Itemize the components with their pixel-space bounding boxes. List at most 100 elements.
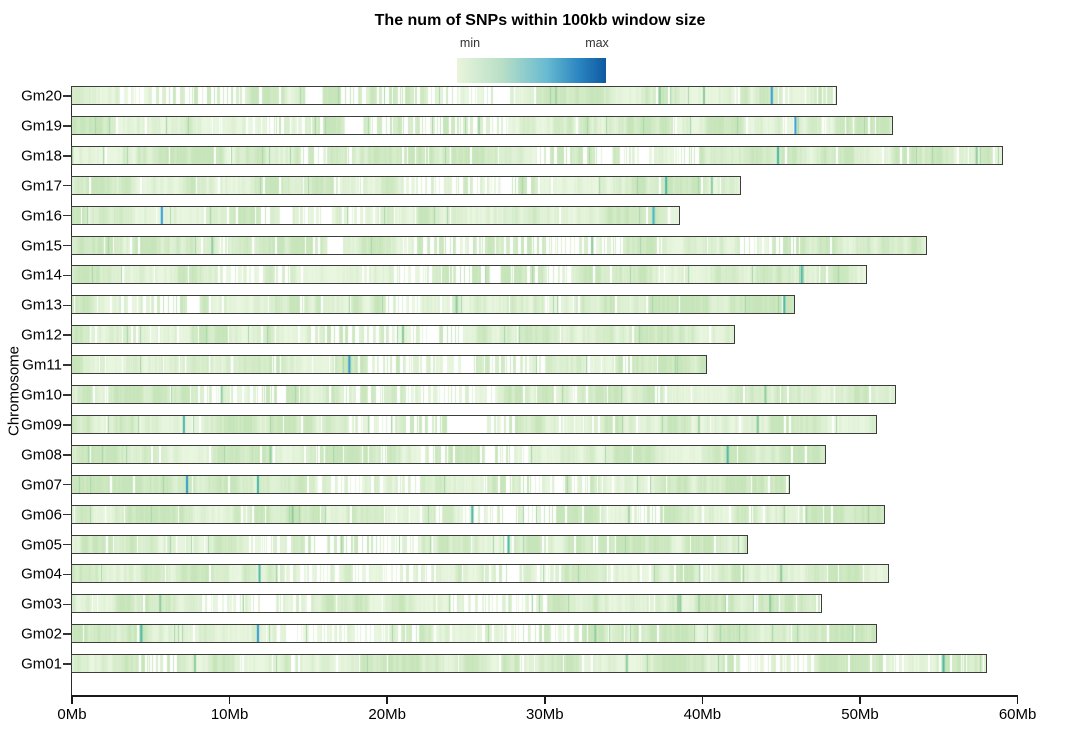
snp-density-track-gm11 (72, 356, 706, 374)
chromosome-bar-gm18 (71, 145, 1003, 165)
snp-density-track-gm03 (72, 595, 821, 613)
chromosome-label-gm10: Gm10 (21, 386, 62, 404)
x-tick (1016, 697, 1019, 704)
y-tick (62, 573, 71, 576)
x-tick (228, 697, 231, 704)
chromosome-label-gm01: Gm01 (21, 655, 62, 673)
y-tick (62, 364, 71, 366)
y-tick (62, 304, 71, 307)
y-tick (62, 424, 71, 426)
y-tick (62, 633, 71, 635)
x-tick (544, 697, 546, 704)
x-tick-label-50mb: 50Mb (841, 706, 879, 723)
x-tick (701, 697, 704, 704)
y-tick (62, 155, 71, 157)
snp-density-track-gm19 (72, 116, 892, 134)
y-tick (62, 483, 71, 486)
snp-density-track-gm14 (72, 266, 866, 284)
chromosome-bar-gm03 (71, 594, 822, 614)
chromosome-label-gm14: Gm14 (21, 266, 62, 284)
chromosome-bar-gm15 (71, 235, 927, 255)
snp-density-track-gm16 (72, 206, 679, 224)
chromosome-label-gm07: Gm07 (21, 476, 62, 494)
x-axis-line (71, 695, 1018, 697)
chromosome-label-gm11: Gm11 (22, 356, 62, 374)
chromosome-label-gm13: Gm13 (21, 296, 62, 314)
chromosome-label-gm09: Gm09 (21, 416, 62, 434)
y-tick (62, 334, 71, 336)
chromosome-bar-gm19 (71, 115, 893, 135)
x-tick (71, 697, 73, 704)
chromosome-label-gm17: Gm17 (21, 177, 62, 195)
chromosome-label-gm03: Gm03 (21, 595, 62, 613)
snp-density-track-gm08 (72, 445, 825, 463)
chromosome-bar-gm01 (71, 654, 987, 674)
chromosome-label-gm08: Gm08 (21, 446, 62, 464)
y-tick (62, 603, 71, 606)
legend-max-label: max (585, 36, 609, 50)
x-tick-label-30mb: 30Mb (526, 706, 564, 723)
chromosome-label-gm20: Gm20 (21, 87, 62, 105)
snp-density-track-gm15 (72, 236, 926, 254)
chromosome-label-gm16: Gm16 (21, 207, 62, 225)
y-tick (62, 394, 71, 396)
chromosome-bar-gm04 (71, 564, 889, 584)
snp-density-track-gm01 (72, 655, 986, 673)
color-scale-gradient (457, 58, 606, 83)
y-tick (62, 244, 71, 247)
chromosome-label-gm05: Gm05 (21, 536, 62, 553)
snp-density-track-gm07 (72, 475, 789, 493)
chromosome-label-gm18: Gm18 (21, 147, 62, 165)
chromosome-label-gm06: Gm06 (21, 506, 62, 524)
y-tick (62, 184, 71, 187)
y-tick (62, 454, 71, 456)
chromosome-bar-gm12 (71, 325, 735, 345)
y-tick (62, 663, 71, 665)
snp-density-track-gm06 (72, 505, 884, 523)
x-tick-label-40mb: 40Mb (683, 706, 722, 723)
chromosome-bar-gm11 (71, 355, 707, 375)
x-tick-label-0mb: 0Mb (57, 706, 87, 723)
snp-density-track-gm05 (72, 535, 747, 553)
chromosome-label-gm04: Gm04 (21, 565, 62, 583)
x-tick-label-10mb: 10Mb (210, 706, 249, 723)
snp-density-track-gm20 (72, 87, 836, 104)
y-tick (62, 513, 71, 516)
chromosome-bar-gm13 (71, 295, 795, 315)
y-tick (62, 95, 71, 97)
chromosome-bar-gm06 (71, 504, 885, 524)
y-tick (62, 274, 71, 277)
chromosome-bar-gm14 (71, 265, 867, 285)
x-tick-label-20mb: 20Mb (368, 706, 406, 723)
snp-density-track-gm09 (72, 415, 876, 433)
chromosome-bar-gm07 (71, 474, 790, 494)
chromosome-bar-gm20 (71, 86, 837, 105)
x-tick-label-60mb: 60Mb (998, 706, 1037, 723)
snp-density-track-gm04 (72, 565, 888, 583)
snp-density-track-gm18 (72, 146, 1002, 164)
snp-density-track-gm13 (72, 296, 794, 314)
chromosome-label-gm15: Gm15 (21, 237, 62, 254)
chromosome-label-gm19: Gm19 (21, 117, 62, 135)
snp-density-track-gm12 (72, 326, 734, 344)
chromosome-label-gm02: Gm02 (21, 625, 62, 643)
chromosome-bar-gm02 (71, 624, 877, 644)
chromosome-bar-gm16 (71, 205, 680, 225)
snp-density-track-gm17 (72, 176, 740, 194)
chromosome-bar-gm05 (71, 534, 748, 554)
y-tick (62, 214, 71, 217)
x-tick (859, 697, 861, 704)
snp-density-track-gm02 (72, 625, 876, 643)
chromosome-label-gm12: Gm12 (21, 326, 62, 344)
y-tick (62, 543, 71, 546)
snp-density-track-gm10 (72, 386, 895, 403)
chart-title: The num of SNPs within 100kb window size (374, 12, 706, 29)
chromosome-bar-gm10 (71, 385, 896, 404)
x-tick (386, 697, 388, 704)
chromosome-bar-gm09 (71, 414, 877, 434)
chromosome-bar-gm17 (71, 175, 741, 195)
legend-min-label: min (459, 36, 481, 50)
chromosome-bar-gm08 (71, 444, 826, 464)
y-tick (62, 125, 71, 127)
